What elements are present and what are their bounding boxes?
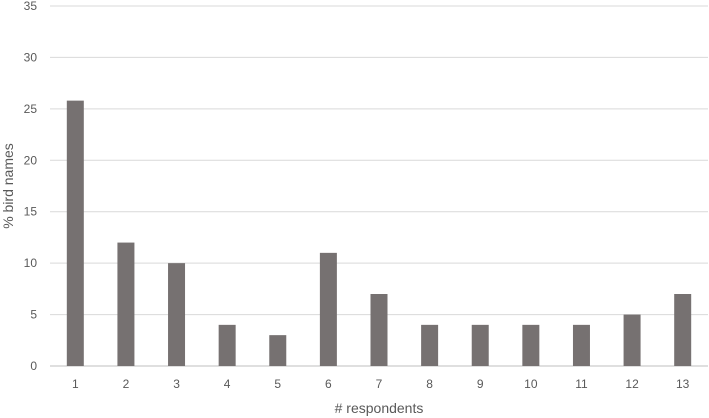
x-tick-label: 1 [72,377,79,391]
y-tick-label: 25 [24,102,38,116]
bar-6 [319,252,337,366]
bar-1 [66,100,84,366]
x-tick-label: 9 [477,377,484,391]
bar-7 [370,294,388,366]
bar-3 [168,263,186,366]
bar-10 [522,324,540,366]
y-tick-label: 5 [30,308,37,322]
x-axis-ticks: 1 2 3 4 5 6 7 8 9 10 11 12 13 [72,377,690,391]
bar-4 [218,324,236,366]
x-tick-label: 12 [625,377,639,391]
bar-12 [623,314,641,366]
gridlines [50,5,708,367]
y-tick-label: 35 [24,0,38,13]
bar-8 [421,324,439,366]
y-tick-label: 15 [24,205,38,219]
y-axis-ticks: 0 5 10 15 20 25 30 35 [24,0,38,373]
x-tick-label: 4 [224,377,231,391]
y-tick-label: 10 [24,256,38,270]
bar-9 [471,324,489,366]
y-axis-title: % bird names [0,143,16,229]
x-tick-label: 13 [676,377,690,391]
x-tick-label: 2 [123,377,130,391]
y-tick-label: 0 [30,359,37,373]
bar-5 [269,335,287,366]
y-tick-label: 30 [24,50,38,64]
x-tick-label: 11 [575,377,588,391]
x-tick-label: 3 [173,377,180,391]
bar-13 [674,294,692,366]
x-tick-label: 6 [325,377,332,391]
x-tick-label: 7 [376,377,383,391]
bar-11 [572,324,590,366]
x-tick-label: 8 [426,377,433,391]
y-tick-label: 20 [24,153,38,167]
bars [66,100,692,366]
x-axis-title: # respondents [335,400,424,416]
bar-2 [117,242,135,366]
x-tick-label: 5 [274,377,281,391]
x-tick-label: 10 [524,377,538,391]
